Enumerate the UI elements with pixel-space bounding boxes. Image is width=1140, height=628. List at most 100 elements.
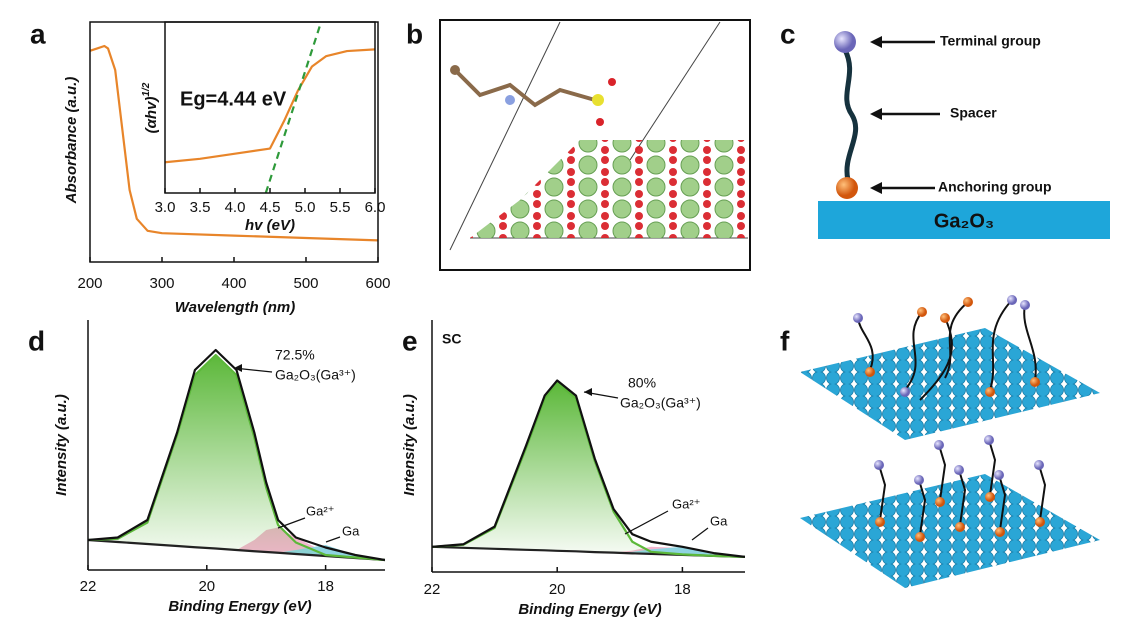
head (1034, 460, 1044, 470)
x-tick-label: 22 (424, 581, 441, 598)
annotation: Ga²⁺ (672, 496, 701, 511)
annotation: Ga²⁺ (306, 503, 335, 518)
x-tick-label: 500 (293, 275, 318, 292)
anchor (1035, 517, 1045, 527)
chain (878, 464, 887, 521)
y-axis-label: Intensity (a.u.) (53, 394, 70, 496)
line (90, 44, 378, 242)
slab (470, 140, 748, 238)
area (88, 355, 385, 560)
anchor (900, 387, 910, 397)
ordered-chains (878, 439, 1047, 536)
annotation: Ga (710, 513, 728, 528)
y-axis-label-sup: 1/2 (141, 82, 152, 96)
atom (450, 65, 460, 75)
annotation: 80% (628, 375, 656, 391)
atom (608, 78, 616, 86)
plot-area (88, 348, 385, 562)
surface-illustration (800, 295, 1100, 588)
chart: 22 20 18 Binding Energy (eV) Intensity (a.u.… (53, 320, 385, 615)
pointer (325, 536, 341, 543)
pointer-head (584, 388, 592, 396)
anchor (935, 497, 945, 507)
head (853, 313, 863, 323)
anchor (865, 367, 875, 377)
y-axis-label: (αhv)1/2 (141, 82, 160, 133)
head (963, 297, 973, 307)
label: Terminal group (940, 33, 1041, 49)
frame (89, 21, 379, 263)
atom (505, 95, 515, 105)
anchor (995, 527, 1005, 537)
anchor (915, 532, 925, 542)
chain (1023, 304, 1037, 381)
head (940, 313, 950, 323)
annotation: 72.5% (275, 347, 315, 363)
substrate (818, 201, 1110, 239)
label: Anchoring group (938, 179, 1052, 195)
x-tick-label: 5.0 (295, 199, 316, 216)
molecule-chain (453, 68, 596, 108)
arrowhead (870, 182, 882, 194)
chain (988, 439, 997, 496)
plot-area (90, 44, 378, 242)
annotation: Ga (342, 523, 360, 538)
anchor (875, 517, 885, 527)
panel-label: b (406, 18, 423, 49)
x-tick-label: 4.5 (260, 199, 281, 216)
area (432, 383, 745, 557)
label: Spacer (950, 105, 997, 121)
pointer (277, 517, 306, 529)
pointer (624, 510, 669, 535)
atom (592, 94, 604, 106)
anchor (985, 492, 995, 502)
x-tick-label: 300 (149, 275, 174, 292)
annotation: Eg=4.44 eV (180, 88, 287, 110)
chain (919, 317, 953, 401)
head (1007, 295, 1017, 305)
disordered-chains (857, 299, 1037, 401)
arrowheads (870, 36, 882, 194)
arrowhead (870, 108, 882, 120)
cell-edge (449, 21, 561, 251)
annotation: Ga₂O₃(Ga³⁺) (275, 367, 356, 383)
x-axis-label: Wavelength (nm) (175, 299, 296, 316)
line (432, 379, 745, 558)
chain (989, 299, 1013, 391)
chart: 22 20 18 Binding Energy (eV) Intensity (a.u.… (401, 320, 745, 618)
y-axis-label-text: Intensity (a.u.) (401, 394, 418, 496)
chart: 3.0 3.5 4.0 4.5 5.0 5.5 6.0 hv (eV) (αhv)1/2 Eg=4… (141, 21, 385, 234)
head (914, 475, 924, 485)
x-tick-label: 5.5 (330, 199, 351, 216)
structure-panel (439, 19, 751, 271)
pointer-head (234, 364, 242, 372)
y-axis-label-text: Intensity (a.u.) (53, 394, 70, 496)
y-axis-label: Intensity (a.u.) (401, 394, 418, 496)
x-tick-label: 20 (549, 581, 566, 598)
pointer (691, 527, 709, 541)
surface (800, 328, 1100, 440)
panel-tag: SC (442, 331, 461, 347)
line (264, 22, 323, 193)
panel-label: f (780, 325, 790, 356)
x-tick-label: 3.5 (190, 199, 211, 216)
chain (938, 444, 947, 501)
spacer-chain (842, 48, 859, 181)
head (917, 307, 927, 317)
surface (800, 474, 1100, 588)
line (88, 348, 385, 562)
x-tick-label: 200 (77, 275, 102, 292)
substrate-label: Ga₂O₃ (934, 210, 994, 232)
chart: 200 300 400 500 600 Wavelength (nm) Absorbance… (63, 21, 391, 316)
panel-label: d (28, 325, 45, 356)
plot-area (432, 379, 745, 558)
anchor-ball (836, 177, 858, 199)
terminal-ball (834, 31, 856, 53)
chain (958, 469, 967, 526)
x-axis-label: hv (eV) (245, 217, 295, 234)
line (88, 538, 385, 562)
chain (1038, 464, 1047, 521)
x-tick-label: 3.0 (155, 199, 176, 216)
molecule-diagram: Terminal group Spacer Anchoring group Ga… (818, 31, 1110, 239)
